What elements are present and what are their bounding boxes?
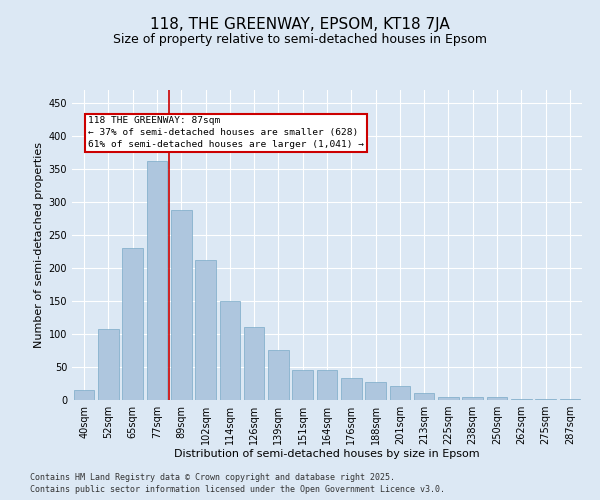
Text: 118, THE GREENWAY, EPSOM, KT18 7JA: 118, THE GREENWAY, EPSOM, KT18 7JA: [150, 18, 450, 32]
Bar: [220, 301, 240, 400]
Bar: [292, 370, 313, 400]
Bar: [438, 396, 459, 400]
Bar: [463, 396, 483, 400]
Bar: [341, 378, 362, 400]
Bar: [171, 210, 191, 400]
Bar: [365, 382, 386, 400]
Text: Contains HM Land Registry data © Crown copyright and database right 2025.: Contains HM Land Registry data © Crown c…: [30, 472, 395, 482]
Bar: [414, 394, 434, 400]
Bar: [317, 370, 337, 400]
Y-axis label: Number of semi-detached properties: Number of semi-detached properties: [34, 142, 44, 348]
Text: Size of property relative to semi-detached houses in Epsom: Size of property relative to semi-detach…: [113, 32, 487, 46]
Bar: [74, 390, 94, 400]
Bar: [195, 260, 216, 400]
X-axis label: Distribution of semi-detached houses by size in Epsom: Distribution of semi-detached houses by …: [174, 448, 480, 458]
Text: 118 THE GREENWAY: 87sqm
← 37% of semi-detached houses are smaller (628)
61% of s: 118 THE GREENWAY: 87sqm ← 37% of semi-de…: [88, 116, 364, 149]
Bar: [487, 396, 508, 400]
Text: Contains public sector information licensed under the Open Government Licence v3: Contains public sector information licen…: [30, 485, 445, 494]
Bar: [98, 329, 119, 400]
Bar: [560, 398, 580, 400]
Bar: [122, 248, 143, 400]
Bar: [511, 398, 532, 400]
Bar: [146, 160, 167, 400]
Bar: [389, 386, 410, 400]
Bar: [244, 327, 265, 400]
Bar: [268, 350, 289, 400]
